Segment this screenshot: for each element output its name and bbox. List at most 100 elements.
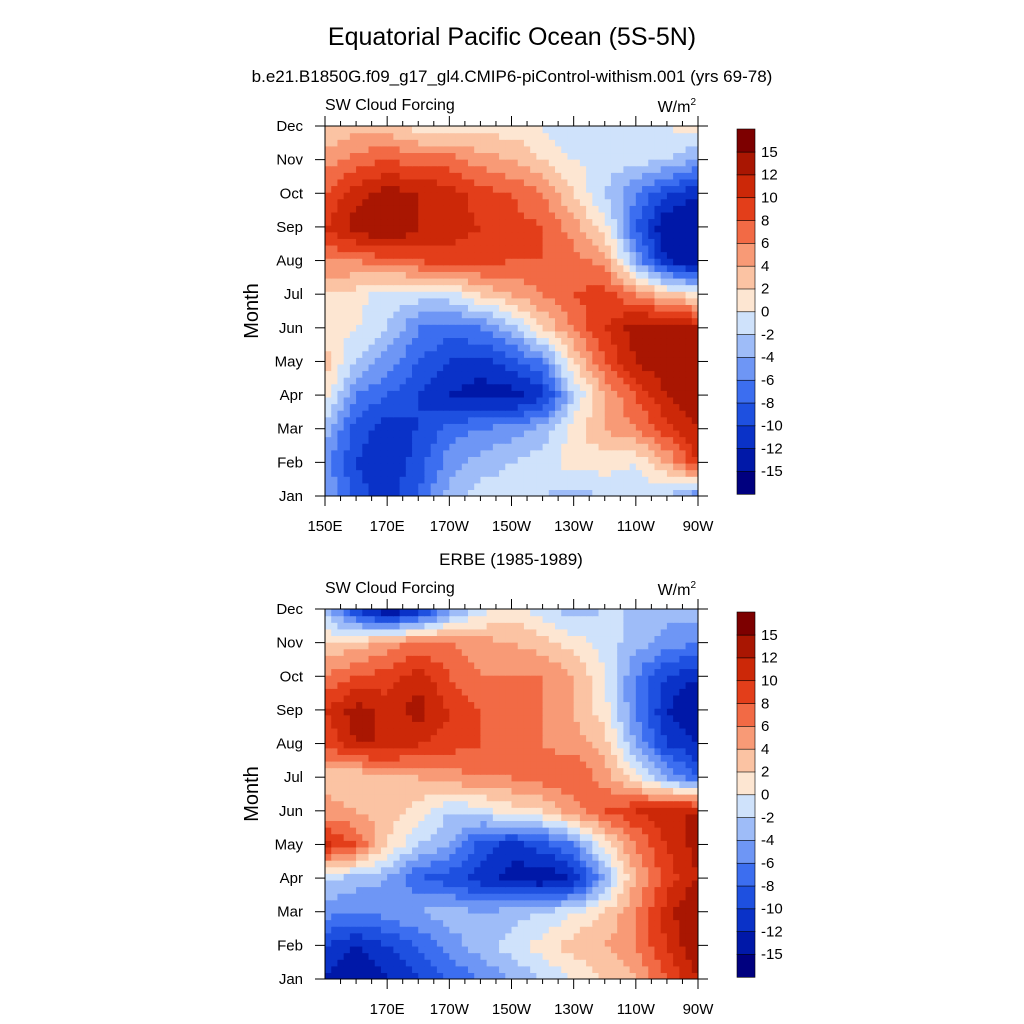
heatmap-cell <box>666 244 674 253</box>
heatmap-cell <box>368 456 376 464</box>
heatmap-cell <box>511 827 519 835</box>
heatmap-cell <box>561 258 569 266</box>
heatmap-cell <box>374 482 382 490</box>
heatmap-cell <box>642 972 649 979</box>
heatmap-cell <box>443 390 450 398</box>
heatmap-cell <box>536 919 544 927</box>
heatmap-cell <box>673 396 680 405</box>
heatmap-cell <box>623 476 631 484</box>
heatmap-cell <box>523 383 531 391</box>
heatmap-cell <box>412 390 419 398</box>
heatmap-cell <box>405 363 413 372</box>
heatmap-cell <box>325 126 332 134</box>
heatmap-cell <box>679 899 687 907</box>
y-tick-label: Jul <box>284 286 303 303</box>
heatmap-cell <box>517 291 525 299</box>
heatmap-cell <box>691 972 698 979</box>
heatmap-cell <box>679 423 687 431</box>
heatmap-cell <box>579 205 587 213</box>
heatmap-cell <box>542 264 550 272</box>
heatmap-cell <box>542 443 550 451</box>
heatmap-cell <box>412 258 419 266</box>
heatmap-cell <box>337 277 345 286</box>
heatmap-cell <box>673 172 680 180</box>
heatmap-cell <box>654 304 662 312</box>
heatmap-cell <box>405 423 413 431</box>
heatmap-cell <box>380 416 388 424</box>
heatmap-cell <box>461 350 469 358</box>
heatmap-cell <box>555 192 562 200</box>
heatmap-cell <box>555 264 562 272</box>
heatmap-cell <box>461 833 469 841</box>
heatmap-cell <box>356 132 363 140</box>
heatmap-cell <box>523 820 531 828</box>
heatmap-cell <box>685 330 693 339</box>
heatmap-cell <box>691 833 698 841</box>
heatmap-cell <box>536 820 544 828</box>
heatmap-cell <box>642 344 649 352</box>
heatmap-cell <box>666 311 674 319</box>
heatmap-cell <box>623 258 631 266</box>
heatmap-cell <box>480 178 488 187</box>
heatmap-cell <box>635 972 643 979</box>
heatmap-cell <box>685 132 693 140</box>
heatmap-cell <box>629 932 637 940</box>
heatmap-cell <box>349 945 357 954</box>
heatmap-cell <box>480 945 488 954</box>
heatmap-cell <box>343 462 351 471</box>
heatmap-cell <box>673 178 680 187</box>
heatmap-cell <box>368 906 376 914</box>
heatmap-cell <box>511 363 519 372</box>
heatmap-cell <box>654 476 662 484</box>
heatmap-cell <box>393 813 401 822</box>
heatmap-cell <box>579 251 587 259</box>
heatmap-cell <box>418 449 426 457</box>
heatmap-cell <box>530 853 537 861</box>
heatmap-cell <box>604 132 612 140</box>
heatmap-cell <box>393 403 401 411</box>
heatmap-cell <box>617 403 624 411</box>
heatmap-cell <box>480 833 488 841</box>
heatmap-cell <box>517 139 525 147</box>
heatmap-cell <box>486 912 494 921</box>
heatmap-cell <box>337 178 345 187</box>
heatmap-cell <box>474 886 482 894</box>
heatmap-cell <box>666 912 674 921</box>
heatmap-cell <box>567 383 575 391</box>
heatmap-cell <box>374 423 382 431</box>
heatmap-cell <box>331 192 339 200</box>
heatmap-cell <box>623 145 631 154</box>
heatmap-cell <box>393 370 401 378</box>
heatmap-cell <box>517 945 525 954</box>
heatmap-cell <box>542 926 550 934</box>
heatmap-cell <box>623 853 631 861</box>
heatmap-cell <box>567 919 575 927</box>
heatmap-cell <box>449 244 457 253</box>
heatmap-cell <box>492 238 500 246</box>
heatmap-cell <box>412 145 419 154</box>
heatmap-cell <box>436 899 444 907</box>
heatmap-cell <box>436 238 444 246</box>
heatmap-cell <box>480 172 488 180</box>
heatmap-cell <box>685 886 693 894</box>
heatmap-cell <box>505 192 513 200</box>
heatmap-cell <box>443 469 450 477</box>
heatmap-cell <box>380 476 388 484</box>
heatmap-cell <box>461 238 469 246</box>
heatmap-cell <box>623 205 631 213</box>
heatmap-cell <box>349 443 357 451</box>
heatmap-cell <box>349 165 357 173</box>
heatmap-cell <box>654 198 662 206</box>
heatmap-cell <box>399 489 407 496</box>
heatmap-cell <box>654 251 662 259</box>
heatmap-cell <box>343 291 351 299</box>
heatmap-cell <box>673 906 680 914</box>
heatmap-cell <box>517 244 525 253</box>
heatmap-cell <box>467 344 475 352</box>
heatmap-cell <box>505 410 513 418</box>
heatmap-cell <box>673 383 680 391</box>
heatmap-cell <box>555 860 562 868</box>
heatmap-cell <box>648 833 656 841</box>
heatmap-cell <box>424 932 432 940</box>
